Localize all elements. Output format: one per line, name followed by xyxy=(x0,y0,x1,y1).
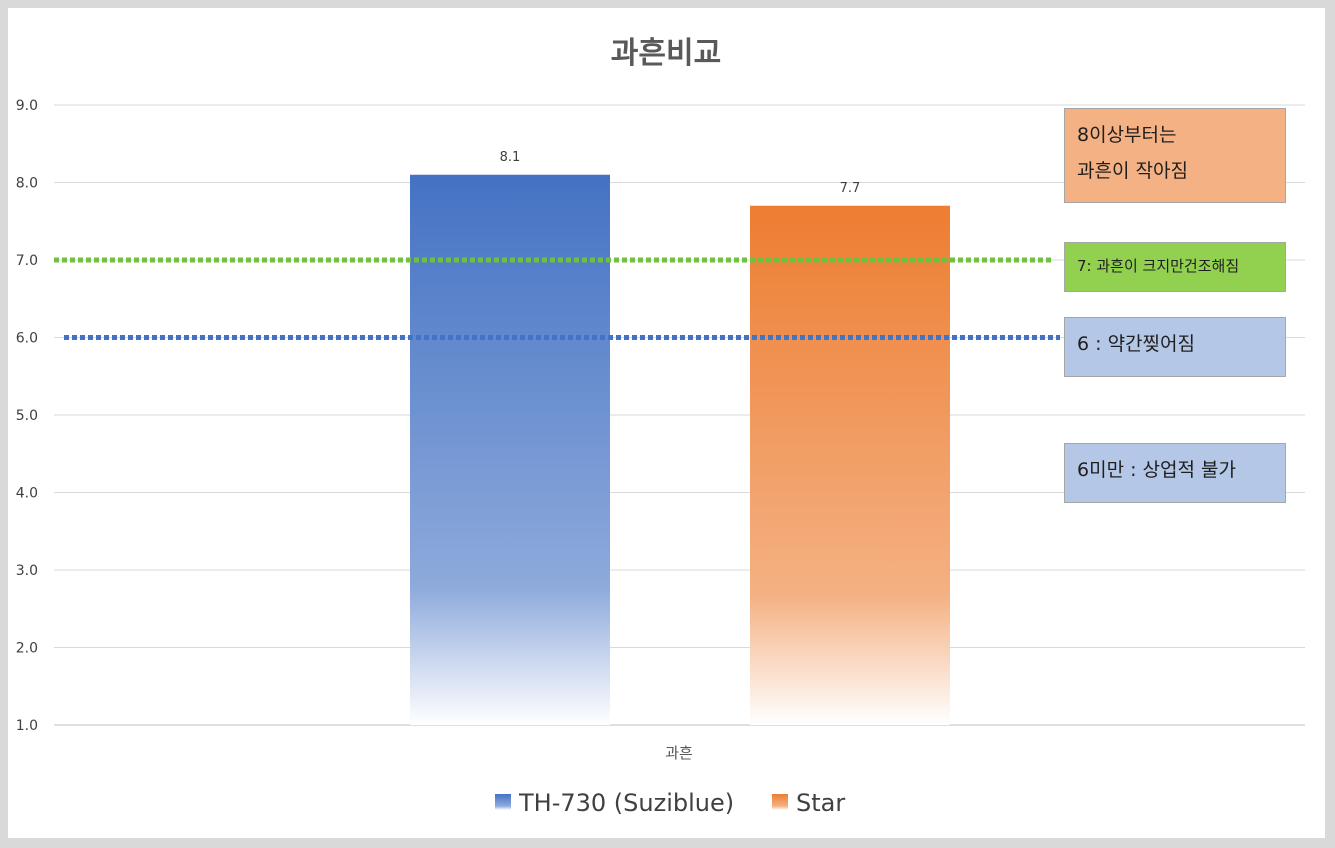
y-tick-label: 6.0 xyxy=(16,331,38,347)
x-category-label: 과흔 xyxy=(665,744,693,762)
y-tick-label: 7.0 xyxy=(16,253,38,269)
reference-lines xyxy=(54,257,1060,340)
bar-th-730 xyxy=(410,174,610,725)
data-label: 8.1 xyxy=(500,150,521,165)
y-tick-label: 5.0 xyxy=(16,408,38,424)
legend-swatch xyxy=(772,794,788,810)
legend: TH-730 (Suziblue) Star xyxy=(495,789,845,817)
legend-label: Star xyxy=(796,789,845,817)
chart-svg: 과흔비교 1.0 2.0 3.0 4.0 5.0 6.0 7.0 8.0 9.0 8.1 7.7 과흔… xyxy=(16,36,1305,817)
annotation-note-6: 6 : 약간찢어짐 xyxy=(1064,317,1286,377)
annotation-note-below-6: 6미만 : 상업적 불가 xyxy=(1064,443,1286,503)
y-tick-label: 3.0 xyxy=(16,563,38,579)
annotation-note-8-plus: 8이상부터는 과흔이 작아짐 xyxy=(1064,108,1286,203)
data-label: 7.7 xyxy=(840,181,861,196)
legend-swatch xyxy=(495,794,511,810)
y-tick-label: 4.0 xyxy=(16,486,38,502)
bar-star xyxy=(750,205,950,725)
y-tick-label: 1.0 xyxy=(16,718,38,734)
bars xyxy=(410,174,950,725)
y-tick-label: 8.0 xyxy=(16,176,38,192)
y-tick-label: 9.0 xyxy=(16,98,38,114)
labels: 1.0 2.0 3.0 4.0 5.0 6.0 7.0 8.0 9.0 8.1 7.7 과흔 xyxy=(16,98,861,762)
legend-label: TH-730 (Suziblue) xyxy=(518,789,734,817)
y-tick-label: 2.0 xyxy=(16,641,38,657)
chart-area: 과흔비교 1.0 2.0 3.0 4.0 5.0 6.0 7.0 8.0 9.0 8.1 7.7 과흔… xyxy=(8,8,1325,838)
chart-title: 과흔비교 xyxy=(611,36,721,71)
annotation-note-7: 7: 과흔이 크지만건조해짐 xyxy=(1064,242,1286,292)
